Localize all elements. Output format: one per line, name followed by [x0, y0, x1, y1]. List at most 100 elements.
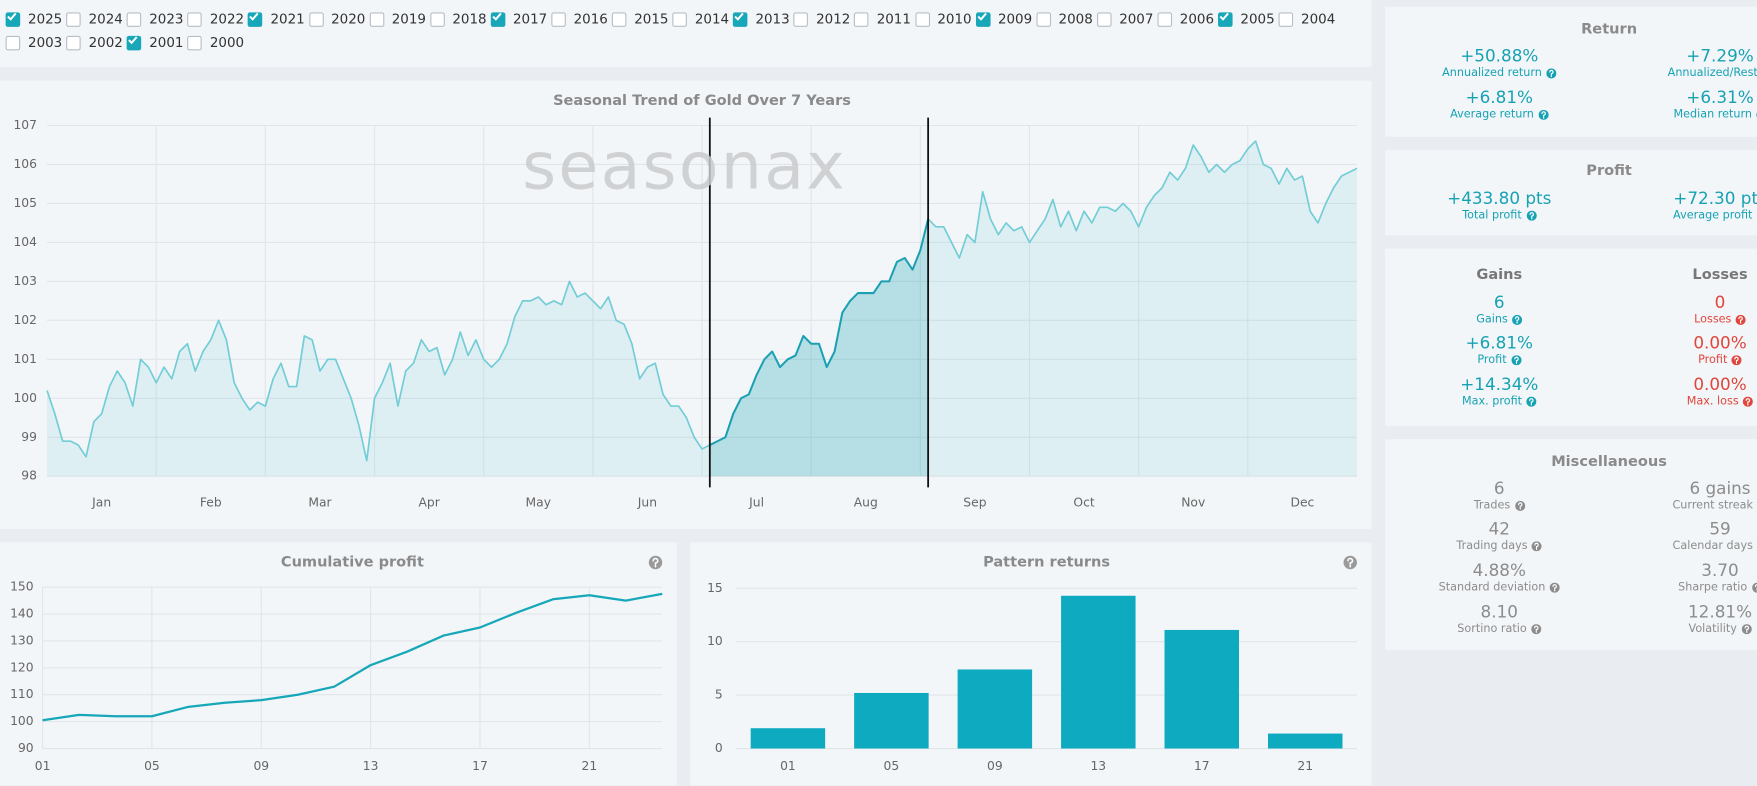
year-checkbox[interactable]: 2022 [187, 10, 244, 28]
stat-label: Median return [1673, 108, 1752, 123]
year-checkbox[interactable]: 2012 [794, 10, 851, 28]
stat-label-row: Losses [1694, 313, 1746, 328]
year-checkbox[interactable]: 2002 [66, 34, 123, 52]
checkbox[interactable] [794, 12, 809, 27]
year-checkbox[interactable]: 2021 [248, 10, 305, 28]
checkbox[interactable] [430, 12, 445, 27]
checkbox[interactable] [187, 35, 202, 50]
checkbox[interactable] [127, 35, 142, 50]
checkbox[interactable] [1279, 12, 1294, 27]
help-icon[interactable] [1526, 211, 1536, 221]
help-icon[interactable] [1736, 315, 1746, 325]
year-checkbox[interactable]: 2016 [551, 10, 608, 28]
help-icon[interactable] [1527, 397, 1537, 407]
help-icon[interactable] [1538, 110, 1548, 120]
year-label: 2007 [1119, 11, 1153, 27]
checkbox[interactable] [1036, 12, 1051, 27]
checkbox[interactable] [976, 12, 991, 27]
stat-label: Trading days [1456, 539, 1527, 554]
x-tick-label: 17 [1194, 759, 1210, 773]
checkbox[interactable] [248, 12, 263, 27]
checkbox[interactable] [491, 12, 506, 27]
year-checkbox[interactable]: 2011 [854, 10, 911, 28]
help-icon[interactable] [649, 556, 662, 569]
y-tick-label: 98 [21, 469, 37, 483]
checkbox[interactable] [1097, 12, 1112, 27]
stat-label: Max. profit [1462, 394, 1522, 409]
checkbox[interactable] [66, 12, 81, 27]
year-checkbox[interactable]: 2025 [6, 10, 63, 28]
help-icon[interactable] [1532, 541, 1542, 551]
checkbox[interactable] [551, 12, 566, 27]
year-checkbox[interactable]: 2024 [66, 10, 123, 28]
checkbox[interactable] [672, 12, 687, 27]
help-icon[interactable] [1732, 355, 1742, 365]
help-icon[interactable] [1515, 501, 1525, 511]
stat-label: Trades [1474, 499, 1511, 514]
help-icon[interactable] [1344, 556, 1357, 569]
checkbox[interactable] [187, 12, 202, 27]
checkbox[interactable] [1157, 12, 1172, 27]
year-checkbox[interactable]: 2010 [915, 10, 972, 28]
year-checkbox[interactable]: 2006 [1157, 10, 1214, 28]
checkbox[interactable] [733, 12, 748, 27]
year-checkbox[interactable]: 2004 [1279, 10, 1336, 28]
year-checkbox[interactable]: 2008 [1036, 10, 1093, 28]
year-label: 2021 [270, 11, 304, 27]
checkbox[interactable] [66, 35, 81, 50]
year-label: 2010 [937, 11, 971, 27]
help-icon[interactable] [1512, 315, 1522, 325]
help-icon[interactable] [1511, 355, 1521, 365]
year-label: 2018 [452, 11, 486, 27]
stat-value: +433.80 pts [1447, 188, 1551, 208]
year-checkbox[interactable]: 2018 [430, 10, 487, 28]
checkbox[interactable] [369, 12, 384, 27]
checkbox[interactable] [915, 12, 930, 27]
x-tick-label: 05 [144, 759, 160, 773]
year-checkbox[interactable]: 2009 [976, 10, 1033, 28]
help-icon[interactable] [1741, 624, 1751, 634]
year-checkbox[interactable]: 2001 [127, 34, 184, 52]
help-icon[interactable] [1546, 68, 1556, 78]
checkbox[interactable] [1218, 12, 1233, 27]
year-label: 2024 [89, 11, 123, 27]
year-checkbox[interactable]: 2000 [187, 34, 244, 52]
help-icon [1736, 315, 1746, 325]
stat-label: Annualized return [1442, 66, 1542, 81]
x-tick-label: Nov [1181, 496, 1205, 510]
checkbox[interactable] [854, 12, 869, 27]
x-tick-label: 21 [1297, 759, 1313, 773]
check-mark [976, 10, 988, 22]
year-checkbox[interactable]: 2003 [6, 34, 63, 52]
checkbox[interactable] [309, 12, 324, 27]
year-checkbox[interactable]: 2013 [733, 10, 790, 28]
year-checkbox[interactable]: 2017 [491, 10, 548, 28]
check-path [493, 13, 501, 19]
help-icon[interactable] [1743, 397, 1753, 407]
stat-value: +7.29% [1668, 46, 1757, 66]
help-icon[interactable] [1550, 583, 1560, 593]
help-icon [1512, 315, 1522, 325]
bar [854, 693, 928, 749]
year-checkbox[interactable]: 2014 [672, 10, 729, 28]
stat-label-row: Trades [1474, 499, 1525, 514]
checkbox[interactable] [6, 35, 21, 50]
y-tick-label: 150 [10, 580, 34, 594]
x-tick-label: 01 [35, 759, 51, 773]
help-icon[interactable] [1752, 583, 1757, 593]
year-checkbox[interactable]: 2023 [127, 10, 184, 28]
checkbox[interactable] [6, 12, 21, 27]
checkbox[interactable] [612, 12, 627, 27]
stat: +7.29%Annualized/Rest [1668, 46, 1757, 81]
year-checkbox[interactable]: 2005 [1218, 10, 1275, 28]
checkbox[interactable] [127, 12, 142, 27]
year-checkbox[interactable]: 2007 [1097, 10, 1154, 28]
bar [751, 728, 825, 748]
x-tick-label: 09 [253, 759, 269, 773]
year-checkbox[interactable]: 2019 [369, 10, 426, 28]
y-tick-label: 99 [21, 430, 37, 444]
year-checkbox[interactable]: 2020 [309, 10, 366, 28]
year-label: 2008 [1059, 11, 1093, 27]
year-checkbox[interactable]: 2015 [612, 10, 669, 28]
help-icon[interactable] [1531, 624, 1541, 634]
